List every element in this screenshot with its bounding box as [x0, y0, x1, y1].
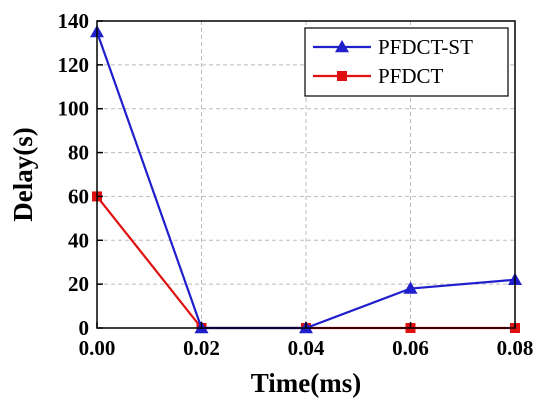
y-tick-label: 0 [79, 316, 90, 340]
legend-label: PFDCT-ST [378, 35, 473, 59]
x-tick-label: 0.08 [497, 336, 534, 360]
legend-marker [335, 40, 349, 53]
y-tick-label: 60 [68, 184, 89, 208]
y-tick-label: 120 [58, 53, 90, 77]
axis-ticks: 0.00 0.02 0.04 0.06 0.08 0 20 40 60 80 100 120 140 [58, 9, 534, 360]
y-tick-label: 20 [68, 272, 89, 296]
y-tick-label: 100 [58, 97, 90, 121]
legend-item: PFDCT [313, 64, 444, 88]
legend: PFDCT-ST PFDCT [304, 27, 509, 97]
y-axis-title: Delay(s) [8, 127, 38, 221]
x-tick-label: 0.04 [288, 336, 325, 360]
legend-item: PFDCT-ST [313, 35, 473, 59]
x-tick-label: 0.02 [183, 336, 220, 360]
data-point [403, 281, 418, 294]
x-tick-label: 0.00 [79, 336, 116, 360]
legend-box [304, 27, 509, 97]
y-tick-label: 80 [68, 141, 89, 165]
legend-marker [337, 71, 347, 81]
legend-items: PFDCT-ST PFDCT [313, 35, 473, 88]
x-axis-title: Time(ms) [251, 368, 361, 398]
y-tick-label: 40 [68, 228, 89, 252]
legend-label: PFDCT [378, 64, 444, 88]
y-tick-label: 140 [58, 9, 90, 33]
x-tick-label: 0.06 [392, 336, 429, 360]
